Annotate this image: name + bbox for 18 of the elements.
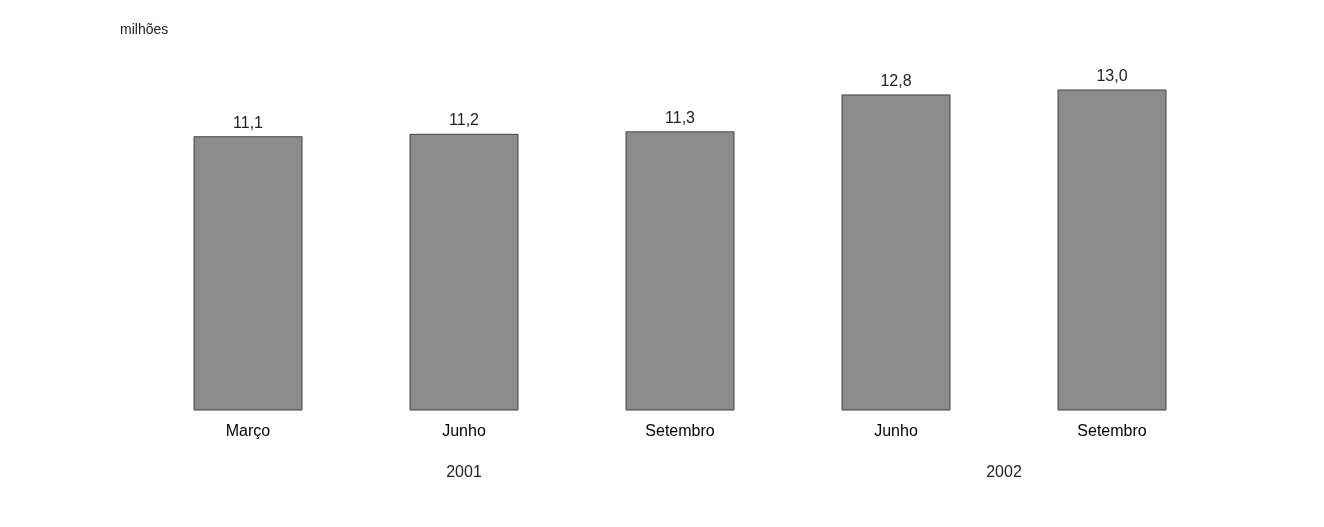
bar [625,131,735,411]
x-tick-label: Setembro [1077,421,1147,439]
text: 2001 [446,463,482,480]
data-label: 12,8 [880,71,912,89]
x-tick-label: Junho [442,421,486,439]
bar [193,136,303,411]
data-label: 11,1 [233,113,264,131]
data-label: 11,3 [665,108,696,126]
bar [409,133,519,411]
text: milhões [120,21,169,37]
bar [841,94,951,411]
bar [1057,89,1167,411]
text: 2002 [986,463,1022,480]
x-tick-label: Junho [874,421,918,439]
x-tick-label: Setembro [645,421,715,439]
x-tick-label: Março [225,421,271,439]
data-label: 13,0 [1096,67,1128,84]
data-label: 11,2 [449,111,480,129]
